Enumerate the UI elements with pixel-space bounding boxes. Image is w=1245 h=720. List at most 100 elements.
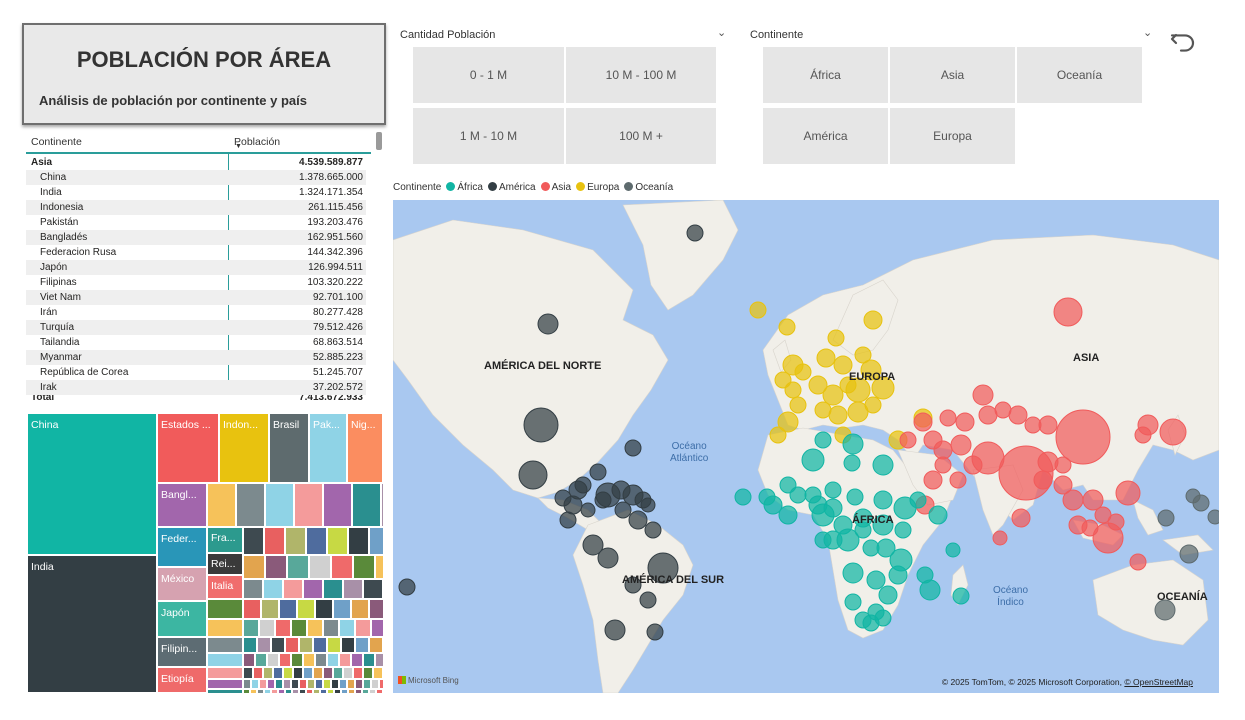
treemap-tile[interactable]: Feder... [157, 527, 207, 567]
openstreetmap-link[interactable]: © OpenStreetMap [1124, 677, 1193, 687]
country-bubble[interactable] [854, 521, 872, 539]
treemap-tile[interactable] [369, 599, 383, 619]
treemap-tile[interactable] [369, 637, 383, 653]
population-range-tile[interactable]: 100 M + [566, 108, 716, 164]
treemap-tile[interactable] [315, 679, 323, 689]
treemap-tile[interactable] [339, 653, 351, 667]
treemap-tile[interactable] [379, 679, 383, 689]
population-map[interactable]: AMÉRICA DEL NORTE EUROPA ASIA ÁFRICA AMÉRICA… [393, 200, 1219, 693]
country-bubble[interactable] [899, 431, 917, 449]
country-bubble[interactable] [894, 521, 912, 539]
country-bubble[interactable] [878, 585, 898, 605]
country-bubble[interactable] [614, 501, 632, 519]
treemap-tile[interactable] [307, 679, 315, 689]
treemap-tile[interactable] [255, 653, 267, 667]
country-bubble[interactable] [1192, 494, 1210, 512]
treemap-tile[interactable] [303, 653, 315, 667]
treemap-tile[interactable] [243, 555, 265, 579]
country-bubble[interactable] [568, 480, 588, 500]
treemap-tile[interactable] [207, 679, 243, 689]
country-bubble[interactable] [1157, 509, 1175, 527]
country-bubble[interactable] [1038, 415, 1058, 435]
country-bubble[interactable] [628, 510, 648, 530]
country-bubble[interactable] [992, 530, 1008, 546]
treemap-tile[interactable] [369, 527, 383, 555]
treemap-tile[interactable] [243, 679, 251, 689]
treemap-tile[interactable] [371, 679, 379, 689]
treemap-tile[interactable] [362, 689, 369, 693]
country-bubble[interactable] [1094, 506, 1112, 524]
matrix-row[interactable]: Myanmar 52.885.223 [26, 350, 366, 365]
treemap-tile[interactable] [323, 483, 352, 527]
country-bubble[interactable] [1053, 297, 1083, 327]
treemap-tile[interactable] [303, 579, 323, 599]
legend-item[interactable]: Europa [571, 182, 619, 193]
country-bubble[interactable] [1054, 456, 1072, 474]
country-bubble[interactable] [1008, 405, 1028, 425]
treemap-tile[interactable] [275, 679, 283, 689]
treemap-tile[interactable] [307, 619, 323, 637]
country-bubble[interactable] [1082, 489, 1104, 511]
treemap-tile[interactable] [375, 653, 383, 667]
matrix-row[interactable]: Irán 80.277.428 [26, 305, 366, 320]
country-bubble[interactable] [789, 486, 807, 504]
treemap-tile[interactable]: Japón [157, 601, 207, 637]
country-bubble[interactable] [828, 405, 848, 425]
country-bubble[interactable] [955, 412, 975, 432]
country-bubble[interactable] [1134, 426, 1152, 444]
legend-item[interactable]: Asia [536, 182, 571, 193]
treemap-tile[interactable] [323, 667, 333, 679]
country-bubble[interactable] [823, 498, 843, 518]
matrix-row[interactable]: Pakistán 193.203.476 [26, 215, 366, 230]
country-bubble[interactable] [1055, 409, 1111, 465]
treemap-tile[interactable] [264, 689, 271, 693]
population-range-tile[interactable]: 0 - 1 M [413, 47, 564, 103]
column-header-population[interactable]: Población [234, 136, 281, 148]
country-bubble[interactable] [871, 376, 895, 400]
matrix-row[interactable]: Turquía 79.512.426 [26, 320, 366, 335]
treemap-tile[interactable] [285, 689, 292, 693]
treemap-tile[interactable] [243, 653, 255, 667]
country-bubble[interactable] [784, 381, 802, 399]
country-bubble[interactable] [833, 355, 853, 375]
treemap-tile[interactable] [327, 653, 339, 667]
country-bubble[interactable] [842, 433, 864, 455]
treemap-tile[interactable]: Brasil [269, 413, 309, 483]
matrix-row[interactable]: Filipinas 103.320.222 [26, 275, 366, 290]
country-bubble[interactable] [1154, 599, 1176, 621]
treemap-tile[interactable] [327, 637, 341, 653]
treemap-tile[interactable] [333, 599, 351, 619]
treemap-tile[interactable] [207, 667, 243, 679]
treemap-tile[interactable] [353, 667, 363, 679]
country-bubble[interactable] [1081, 519, 1099, 537]
population-range-tile[interactable]: 1 M - 10 M [413, 108, 564, 164]
chevron-down-icon[interactable]: ⌄ [1143, 27, 1153, 39]
treemap-tile[interactable] [251, 679, 259, 689]
treemap-tile[interactable] [355, 619, 371, 637]
country-bubble[interactable] [866, 570, 886, 590]
treemap-tile[interactable] [265, 555, 287, 579]
treemap-tile[interactable] [243, 637, 257, 653]
treemap-tile[interactable] [279, 599, 297, 619]
country-bubble[interactable] [978, 405, 998, 425]
country-bubble[interactable] [971, 441, 1005, 475]
matrix-row[interactable]: India 1.324.171.354 [26, 185, 366, 200]
treemap-tile[interactable] [207, 653, 243, 667]
treemap-tile[interactable] [351, 599, 369, 619]
country-bubble[interactable] [1011, 508, 1031, 528]
matrix-row[interactable]: Irak 37.202.572 [26, 380, 366, 395]
country-bubble[interactable] [934, 456, 952, 474]
country-bubble[interactable] [1115, 480, 1141, 506]
country-bubble[interactable] [860, 359, 882, 381]
treemap-tile[interactable]: Estados ... [157, 413, 219, 483]
treemap-tile[interactable] [207, 619, 243, 637]
treemap-tile[interactable] [348, 527, 369, 555]
country-bubble[interactable] [1053, 475, 1073, 495]
treemap-tile[interactable] [333, 667, 343, 679]
matrix-row[interactable]: Viet Nam 92.701.100 [26, 290, 366, 305]
country-bubble[interactable] [778, 505, 798, 525]
treemap-tile[interactable] [257, 637, 271, 653]
country-bubble[interactable] [624, 439, 642, 457]
country-bubble[interactable] [808, 375, 828, 395]
treemap-tile[interactable]: Etiopía [157, 667, 207, 693]
